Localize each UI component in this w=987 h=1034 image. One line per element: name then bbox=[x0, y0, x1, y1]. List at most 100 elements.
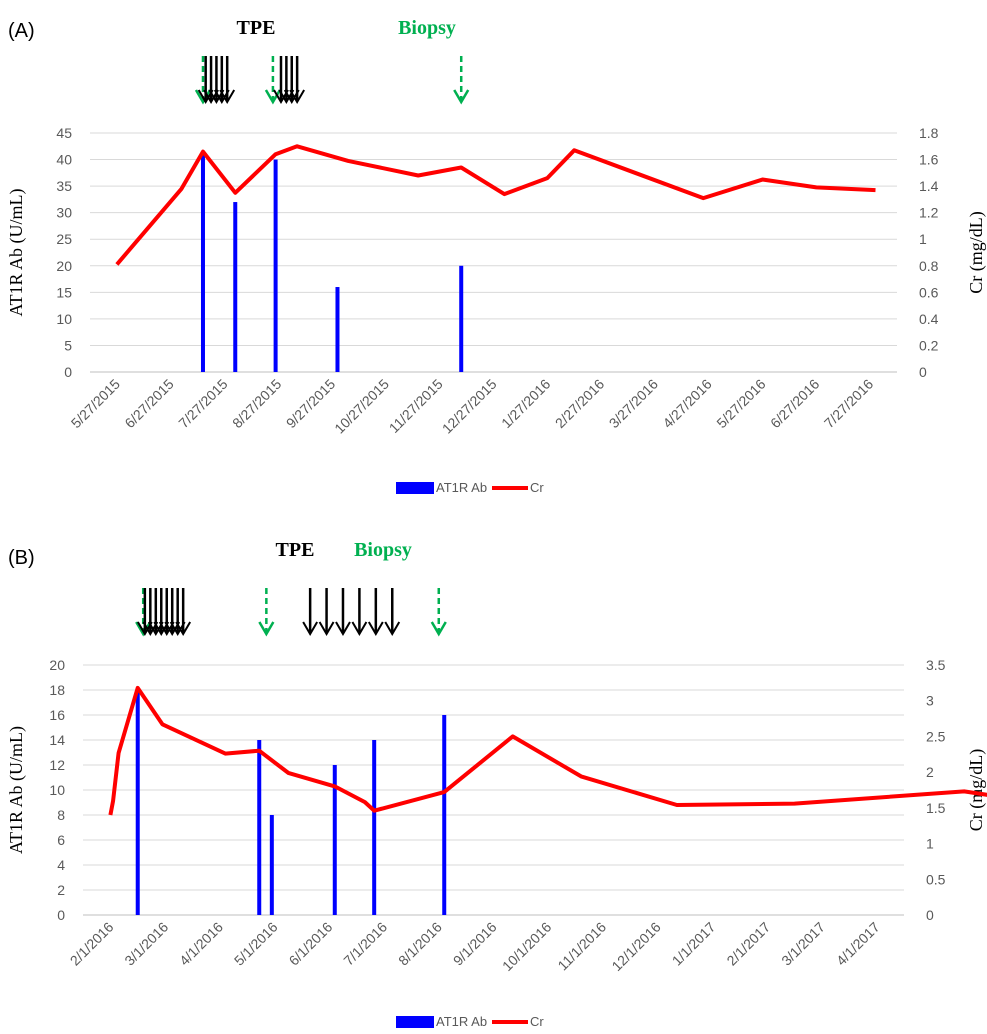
x-tick-label: 7/27/2015 bbox=[175, 376, 231, 432]
cr-line bbox=[115, 144, 876, 266]
x-tick-label: 3/27/2016 bbox=[606, 376, 662, 432]
tpe-arrow-icon bbox=[335, 588, 351, 636]
x-tick-label: 3/1/2016 bbox=[121, 919, 171, 969]
x-tick-label: 12/1/2016 bbox=[608, 919, 664, 975]
right-tick-label: 0 bbox=[919, 364, 927, 380]
at1r-bar bbox=[233, 202, 238, 372]
x-tick-label: 5/27/2016 bbox=[713, 376, 769, 432]
right-tick-label: 0 bbox=[926, 907, 934, 923]
x-tick-label: 9/1/2016 bbox=[450, 919, 500, 969]
panel-label: (A) bbox=[8, 20, 35, 42]
left-tick-label: 10 bbox=[56, 311, 72, 327]
x-tick-label: 2/27/2016 bbox=[552, 376, 608, 432]
biopsy-arrow-head bbox=[258, 621, 275, 637]
left-tick-label: 4 bbox=[57, 857, 65, 873]
y-axis-title-right: Cr (mg/dL) bbox=[966, 749, 987, 832]
biopsy-arrow-icon bbox=[258, 588, 275, 637]
tpe-arrow-icon bbox=[367, 588, 384, 636]
x-tick-label: 10/27/2015 bbox=[331, 376, 392, 437]
right-tick-label: 0.2 bbox=[919, 337, 939, 353]
tpe-arrow-head bbox=[335, 621, 351, 636]
left-tick-label: 45 bbox=[56, 125, 72, 141]
biopsy-arrow-icon bbox=[453, 56, 470, 105]
cr-line bbox=[108, 685, 987, 816]
right-tick-label: 0.6 bbox=[919, 284, 939, 300]
biopsy-arrow-icon bbox=[135, 588, 152, 637]
x-tick-label: 7/1/2016 bbox=[340, 919, 390, 969]
left-tick-label: 12 bbox=[49, 757, 65, 773]
right-tick-label: 3.5 bbox=[926, 657, 946, 673]
tpe-arrow-head bbox=[175, 621, 192, 636]
tpe-arrow-head bbox=[219, 89, 236, 104]
tpe-arrow-icon bbox=[384, 588, 401, 636]
right-tick-label: 2.5 bbox=[926, 728, 946, 744]
left-tick-label: 20 bbox=[49, 657, 65, 673]
at1r-bar bbox=[372, 740, 377, 915]
at1r-bar bbox=[442, 715, 447, 915]
x-tick-label: 1/1/2017 bbox=[669, 919, 719, 969]
tpe-arrow-icon bbox=[175, 588, 192, 636]
x-tick-label: 6/27/2016 bbox=[767, 376, 823, 432]
x-tick-label: 12/27/2015 bbox=[439, 376, 500, 437]
left-tick-label: 25 bbox=[56, 231, 72, 247]
legend-label-at1r: AT1R Ab bbox=[436, 480, 487, 495]
x-tick-label: 4/1/2017 bbox=[833, 919, 883, 969]
left-tick-label: 5 bbox=[64, 337, 72, 353]
tpe-arrow-icon bbox=[219, 56, 236, 104]
tpe-arrow-head bbox=[367, 621, 384, 636]
left-tick-label: 10 bbox=[49, 782, 65, 798]
right-tick-label: 1.5 bbox=[926, 800, 946, 816]
x-tick-label: 4/1/2016 bbox=[176, 919, 226, 969]
tpe-arrow-head bbox=[318, 621, 335, 636]
tpe-arrow-icon bbox=[302, 588, 319, 636]
right-tick-label: 1 bbox=[926, 836, 934, 852]
x-tick-label: 4/27/2016 bbox=[659, 376, 715, 432]
tpe-arrow-icon bbox=[351, 588, 368, 636]
biopsy-label: Biopsy bbox=[398, 17, 456, 39]
biopsy-arrow-icon bbox=[264, 56, 281, 105]
x-tick-label: 8/1/2016 bbox=[395, 919, 445, 969]
legend-label-cr: Cr bbox=[530, 480, 544, 495]
at1r-bar bbox=[269, 815, 274, 915]
left-tick-label: 20 bbox=[56, 258, 72, 274]
x-tick-label: 10/1/2016 bbox=[499, 919, 555, 975]
x-tick-label: 11/1/2016 bbox=[554, 919, 609, 974]
x-tick-label: 6/1/2016 bbox=[286, 919, 336, 969]
y-axis-title-right: Cr (mg/dL) bbox=[966, 211, 987, 294]
x-tick-label: 6/27/2015 bbox=[121, 376, 177, 432]
tpe-arrow-head bbox=[289, 89, 305, 104]
left-tick-label: 14 bbox=[49, 732, 65, 748]
panel-a: (A) TPE Biopsy 0 5 10 15 20 25 30 35 40 45 0 0.2 0.4 0.6… bbox=[6, 17, 987, 495]
x-tick-label: 5/27/2015 bbox=[68, 376, 124, 432]
x-tick-label: 2/1/2016 bbox=[67, 919, 117, 969]
biopsy-arrow-head bbox=[135, 621, 152, 637]
x-tick-label: 1/27/2016 bbox=[498, 376, 554, 432]
x-tick-label: 8/27/2015 bbox=[229, 376, 285, 432]
biopsy-arrow-icon bbox=[194, 56, 212, 105]
biopsy-arrow-icon bbox=[430, 588, 447, 637]
tpe-arrow-icon bbox=[318, 588, 335, 636]
tpe-arrow-head bbox=[384, 621, 401, 636]
at1r-bar bbox=[459, 265, 464, 372]
right-tick-label: 2 bbox=[926, 764, 934, 780]
legend-swatch-at1r bbox=[396, 1016, 434, 1028]
right-tick-label: 1.2 bbox=[919, 205, 939, 221]
biopsy-arrow-head bbox=[194, 89, 212, 105]
left-tick-label: 15 bbox=[56, 284, 72, 300]
at1r-bar bbox=[257, 740, 262, 915]
x-tick-label: 9/27/2015 bbox=[283, 376, 339, 432]
legend-label-at1r: AT1R Ab bbox=[436, 1014, 487, 1029]
y-axis-title-left: AT1R Ab (U/mL) bbox=[6, 726, 27, 854]
left-tick-label: 0 bbox=[64, 364, 72, 380]
left-tick-label: 35 bbox=[56, 178, 72, 194]
at1r-bar bbox=[332, 765, 337, 915]
at1r-bar bbox=[200, 154, 205, 372]
biopsy-arrow-head bbox=[453, 89, 470, 105]
tpe-label: TPE bbox=[276, 539, 315, 561]
x-tick-label: 11/27/2015 bbox=[386, 376, 446, 436]
tpe-arrow-head bbox=[351, 621, 368, 636]
legend-swatch-at1r bbox=[396, 482, 434, 494]
at1r-bar bbox=[335, 287, 340, 372]
left-tick-label: 0 bbox=[57, 907, 65, 923]
x-tick-label: 7/27/2016 bbox=[821, 376, 877, 432]
